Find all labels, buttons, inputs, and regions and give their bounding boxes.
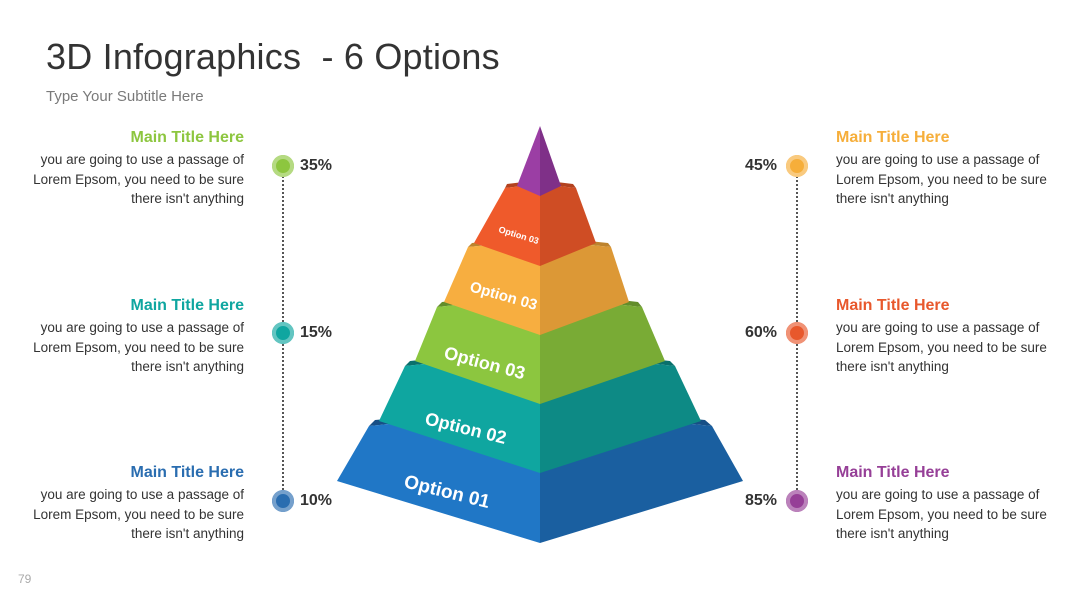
left-percent-2: 15% — [300, 324, 333, 341]
page-number: 79 — [18, 572, 32, 586]
right-info-body-3: you are going to use a passage of Lorem … — [836, 487, 1047, 541]
left-info-heading-2: Main Title Here — [130, 297, 244, 314]
left-info-block-2: Main Title Here you are going to use a p… — [14, 296, 244, 377]
right-info-heading-3: Main Title Here — [836, 464, 950, 481]
right-marker-dot-2 — [786, 322, 808, 344]
left-marker-dot-3 — [272, 490, 294, 512]
page-subtitle: Type Your Subtitle Here — [46, 88, 204, 105]
right-info-heading-2: Main Title Here — [836, 297, 950, 314]
right-percent-1: 45% — [745, 157, 778, 174]
left-marker-dot-2 — [272, 322, 294, 344]
right-percent-2: 60% — [745, 324, 778, 341]
right-info-body-1: you are going to use a passage of Lorem … — [836, 152, 1047, 206]
left-info-block-1: Main Title Here you are going to use a p… — [14, 128, 244, 209]
right-info-body-2: you are going to use a passage of Lorem … — [836, 320, 1047, 374]
right-info-block-2: Main Title Here you are going to use a p… — [836, 296, 1066, 377]
pyramid-level-5-side — [540, 184, 596, 266]
right-marker-dot-1 — [786, 155, 808, 177]
right-info-block-3: Main Title Here you are going to use a p… — [836, 463, 1066, 544]
pyramid-level-5-front — [474, 184, 540, 266]
pyramid-level-6-side — [540, 126, 561, 196]
right-marker-dot-3 — [786, 490, 808, 512]
left-percent-1: 35% — [300, 157, 333, 174]
left-info-heading-1: Main Title Here — [130, 129, 244, 146]
pyramid-level-4-side — [540, 240, 629, 335]
right-info-block-1: Main Title Here you are going to use a p… — [836, 128, 1066, 209]
page-title: 3D Infographics - 6 Options — [46, 36, 500, 77]
left-marker-dot-1 — [272, 155, 294, 177]
left-info-block-3: Main Title Here you are going to use a p… — [14, 463, 244, 544]
left-info-body-1: you are going to use a passage of Lorem … — [33, 152, 244, 206]
left-percent-3: 10% — [300, 492, 333, 509]
pyramid-level-6-front — [517, 126, 540, 196]
left-info-body-3: you are going to use a passage of Lorem … — [33, 487, 244, 541]
right-info-heading-1: Main Title Here — [836, 129, 950, 146]
left-info-body-2: you are going to use a passage of Lorem … — [33, 320, 244, 374]
right-percent-3: 85% — [745, 492, 778, 509]
pyramid-level-4-front — [444, 240, 540, 335]
left-info-heading-3: Main Title Here — [130, 464, 244, 481]
